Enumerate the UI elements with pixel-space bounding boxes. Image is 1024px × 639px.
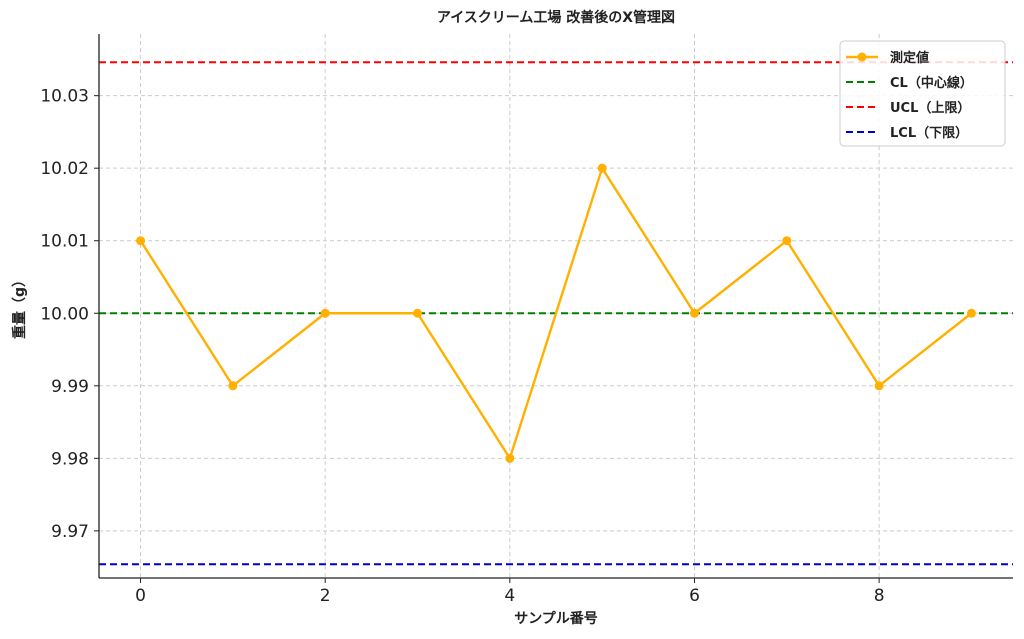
x-tick-label-0: 0	[135, 586, 146, 606]
measurement-point-9	[966, 308, 976, 318]
x-tick-label-3: 6	[689, 586, 700, 606]
measurement-point-2	[320, 308, 330, 318]
y-tick-label-2: 9.99	[51, 377, 89, 397]
y-tick-label-5: 10.02	[40, 159, 89, 179]
legend-label-2: UCL（上限）	[890, 100, 970, 116]
x-axis-label: サンプル番号	[514, 610, 598, 627]
measurement-point-0	[136, 236, 146, 246]
measurement-point-4	[505, 453, 515, 463]
x-tick-label-4: 8	[874, 586, 885, 606]
y-tick-label-1: 9.98	[51, 449, 89, 469]
legend-label-1: CL（中心線）	[890, 75, 973, 91]
y-tick-label-4: 10.01	[40, 232, 89, 252]
measurement-line	[139, 166, 973, 460]
measurement-point-7	[782, 236, 792, 246]
y-tick-label-6: 10.03	[40, 87, 89, 107]
measurement-point-5	[597, 163, 607, 173]
legend-label-0: 測定値	[890, 50, 929, 66]
x-tick-label-2: 4	[504, 586, 515, 606]
legend-label-3: LCL（下限）	[890, 125, 968, 141]
measurement-point-1	[228, 381, 238, 391]
legend-box	[839, 40, 1006, 147]
x-ticks: 0 2 4 6 8	[135, 578, 885, 606]
y-tick-label-0: 9.97	[51, 522, 89, 542]
measurement-point-3	[413, 308, 423, 318]
chart-title: アイスクリーム工場 改善後のX管理図	[437, 9, 675, 26]
measurement-series	[136, 163, 976, 463]
y-tick-label-3: 10.00	[40, 304, 89, 324]
measurement-point-6	[689, 308, 699, 318]
legend: 測定値 CL（中心線） UCL（上限） LCL（下限）	[839, 40, 1006, 147]
legend-marker-0	[857, 52, 867, 62]
y-axis-label: 重量（g）	[11, 273, 28, 339]
y-ticks: 9.97 9.98 9.99 10.00 10.01 10.02 10.03	[40, 87, 99, 542]
measurement-point-8	[874, 381, 884, 391]
x-tick-label-1: 2	[320, 586, 331, 606]
